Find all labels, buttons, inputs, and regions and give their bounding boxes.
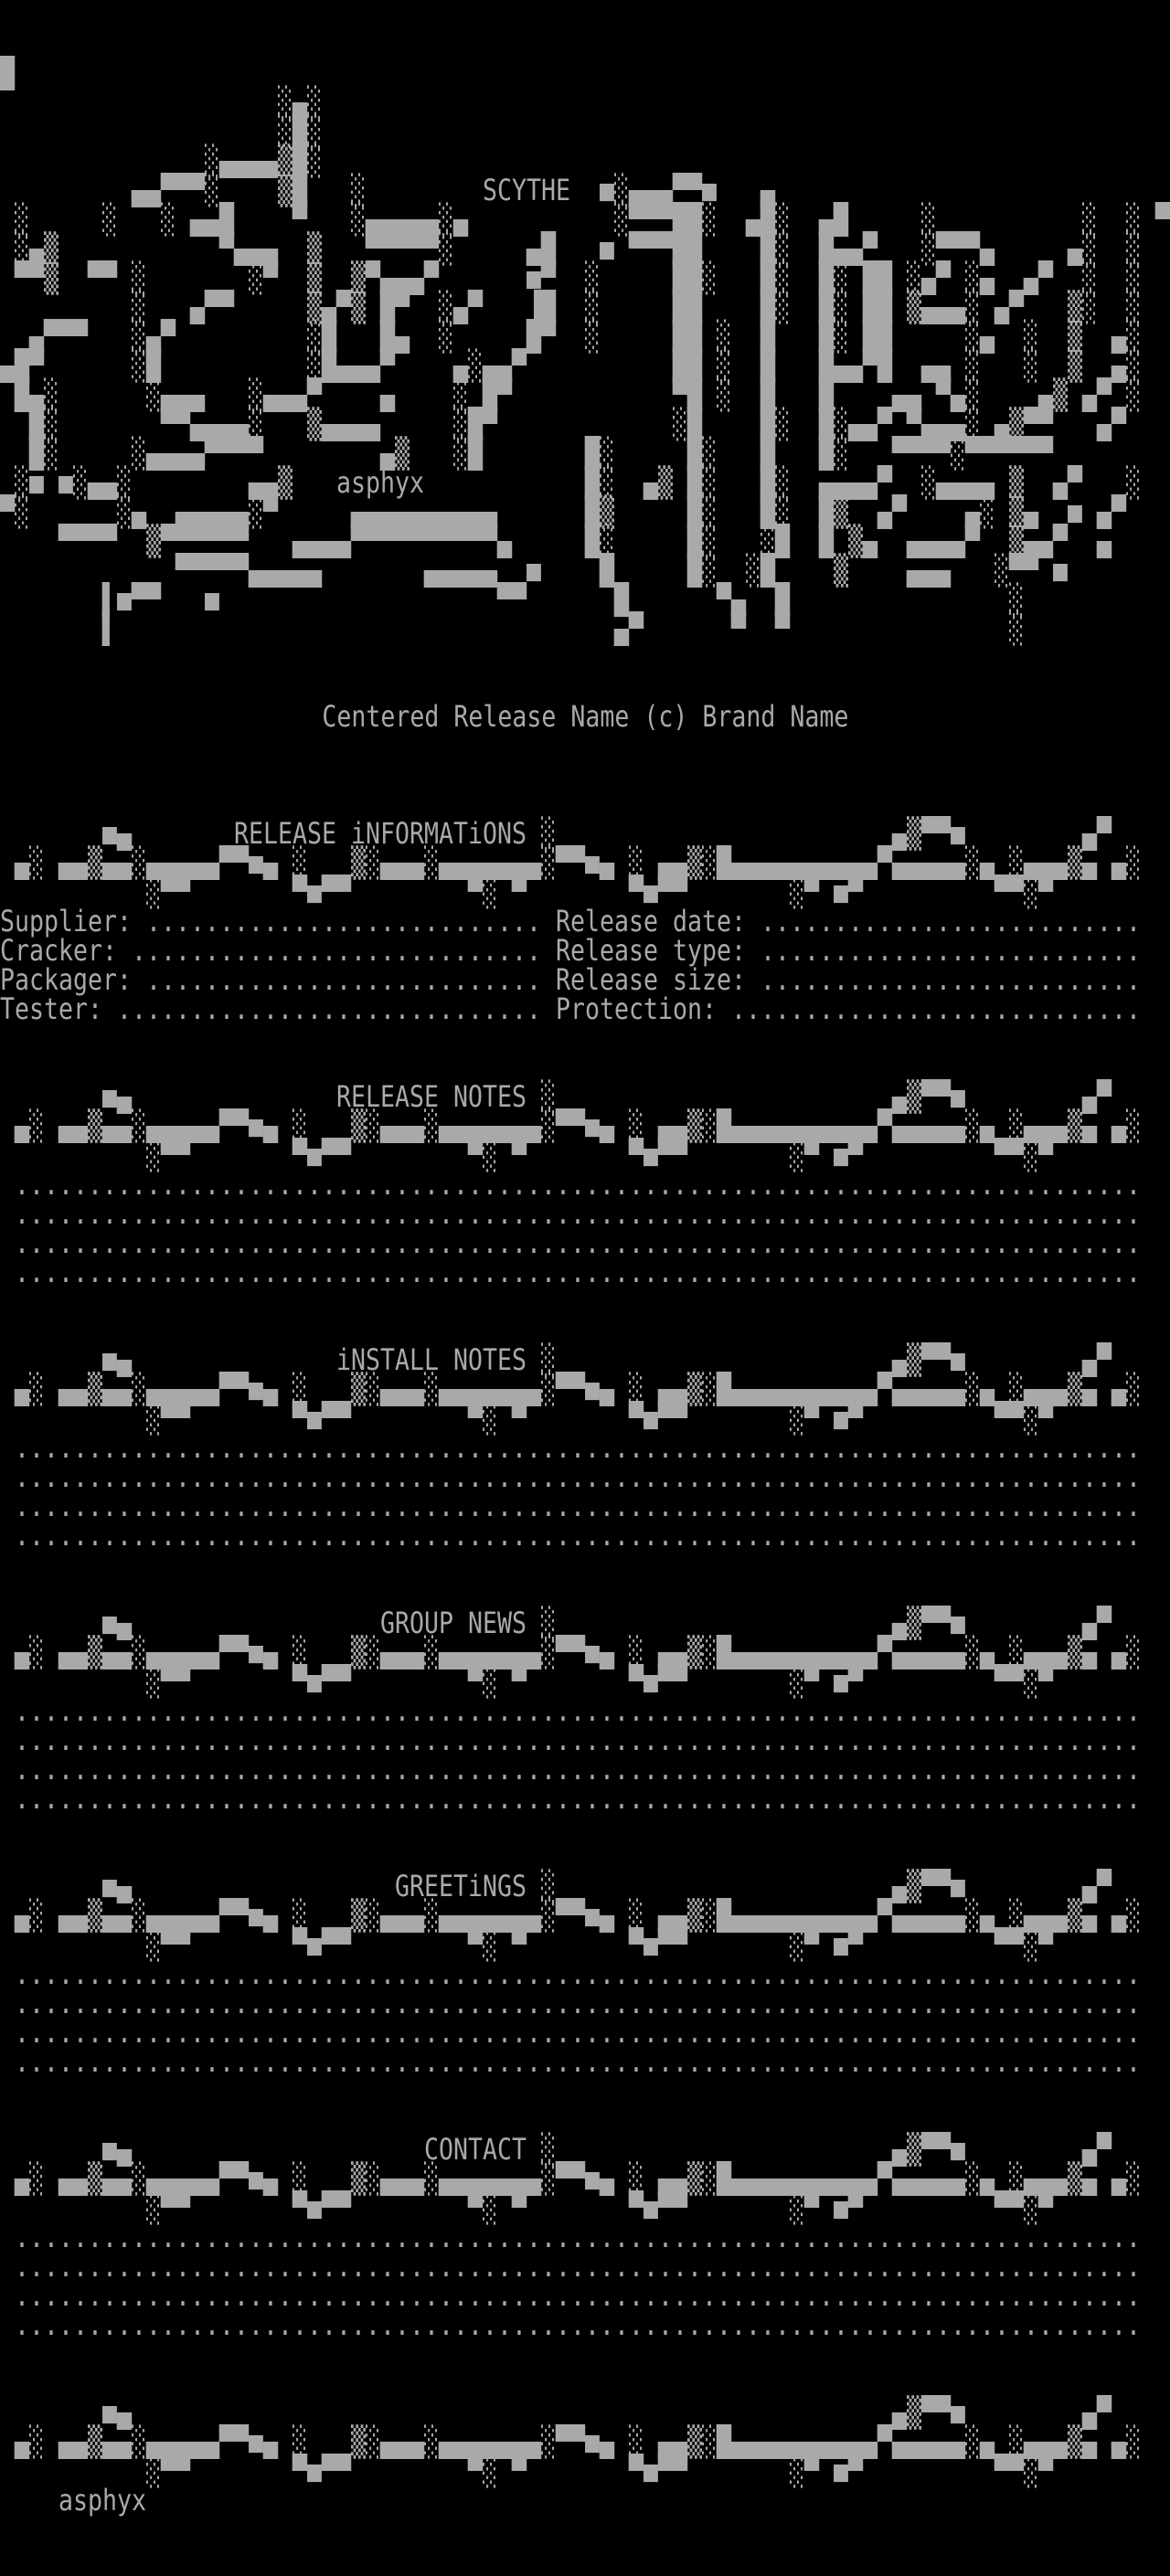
release-name-line: Centered Release Name (c) Brand Name: [322, 699, 849, 734]
section-group-news: ■▄ GROUP NEWS ░ ▄▒▀▀■ ▄▀ ▄░ ▄▄▒▄▄░▄▄▄▄▄▀…: [15, 1606, 1142, 1816]
section-release-notes: ■▄ RELEASE NOTES ░ ▄▒▀▀■ ▄▀ ▄░ ▄▄▒▄▄░▄▄▄…: [15, 1079, 1142, 1289]
logo-art: █ ░▄░ ░█░: [0, 56, 1170, 646]
section-contact: ■▄ CONTACT ░ ▄▒▀▀■ ▄▀ ▄░ ▄▄▒▄▄░▄▄▄▄▄▀▀■▄…: [15, 2132, 1142, 2342]
nfo-viewer-page: █ ░▄░ ░█░: [0, 58, 1170, 2515]
section-release-informations: ■▄ RELEASE iNFORMATiONS ░ ▄▒▀▀■ ▄▀ ▄░ ▄▄…: [0, 816, 1142, 1026]
footer-art: ■▄ ▄▒▀▀■ ▄▀ ▄░ ▄▄▒▄▄░▄▄▄▄▄▀▀■▄ ░ ▒░▄▄▄░▄…: [15, 2395, 1142, 2518]
section-install-notes: ■▄ iNSTALL NOTES ░ ▄▒▀▀■ ▄▀ ▄░ ▄▄▒▄▄░▄▄▄…: [15, 1342, 1142, 1553]
section-greetings: ■▄ GREETiNGS ░ ▄▒▀▀■ ▄▀ ▄░ ▄▄▒▄▄░▄▄▄▄▄▀▀…: [15, 1869, 1142, 2079]
